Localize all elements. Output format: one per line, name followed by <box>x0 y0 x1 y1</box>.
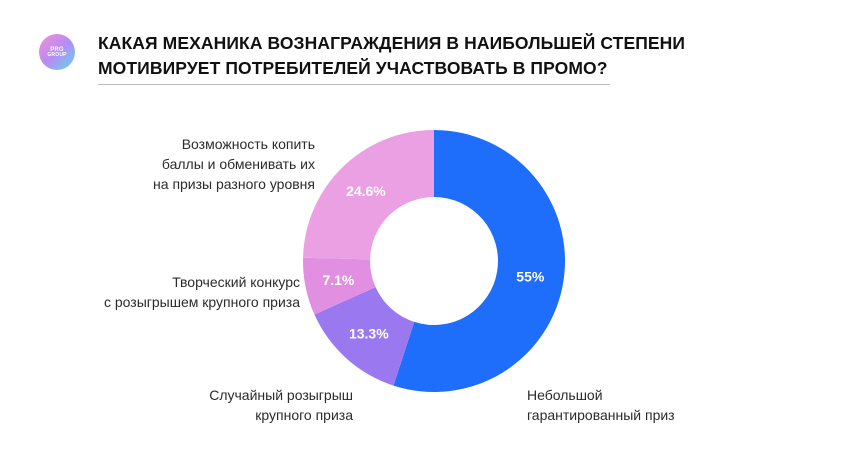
label-random-draw: Случайный розыгрыш крупного приза <box>209 387 353 423</box>
slice-random-draw-value-label: 13.3% <box>349 326 389 342</box>
logo-text-line2: GROUP <box>47 51 67 58</box>
slice-guaranteed-prize-value-label: 55% <box>516 268 545 284</box>
slice-creative-contest-value-label: 7.1% <box>322 272 354 288</box>
label-points-exchange: Возможность копить баллы и обменивать их… <box>153 136 315 192</box>
slice-creative-contest <box>303 257 376 315</box>
page-title: КАКАЯ МЕХАНИКА ВОЗНАГРАЖДЕНИЯ В НАИБОЛЬШ… <box>98 33 686 78</box>
slice-points-exchange <box>303 130 434 260</box>
logo-text-line1: PRG <box>50 46 64 53</box>
prg-group-logo: PRG GROUP <box>39 34 75 70</box>
label-guaranteed-prize: Небольшой гарантированный приз <box>527 387 675 423</box>
title-divider <box>98 84 610 85</box>
slice-points-exchange-value-label: 24.6% <box>346 183 386 199</box>
slice-guaranteed-prize <box>393 130 565 392</box>
label-creative-contest: Творческий конкурс с розыгрышем крупного… <box>104 274 300 310</box>
slice-random-draw <box>314 287 415 386</box>
